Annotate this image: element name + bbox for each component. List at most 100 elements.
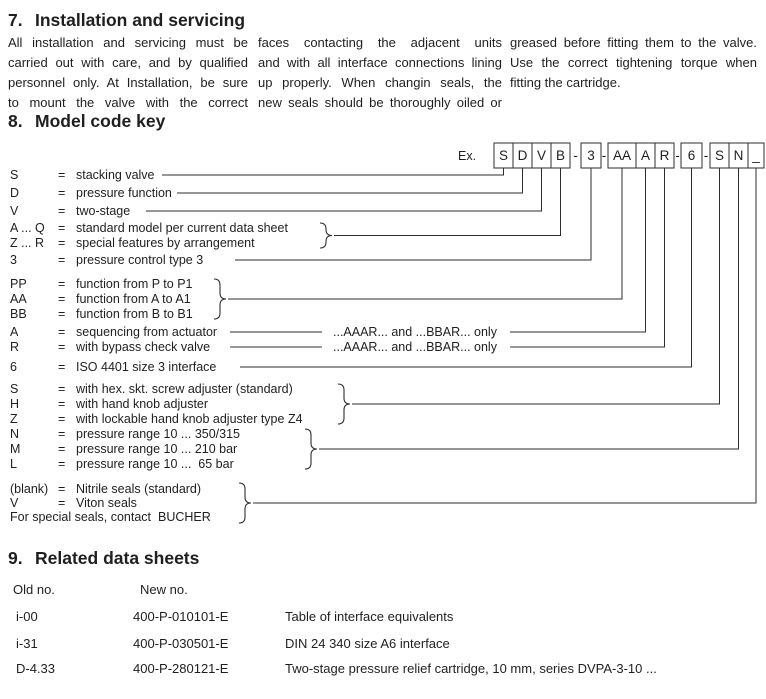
- section9-number: 9.: [8, 548, 23, 568]
- group-brace: [238, 482, 252, 524]
- section9-heading: 9. Related data sheets: [8, 548, 199, 569]
- equals-sign: =: [58, 496, 65, 510]
- connector-line: [510, 168, 665, 348]
- code-value: A: [10, 325, 19, 339]
- code-value: 6: [10, 360, 17, 374]
- code-description: Viton seals: [76, 496, 137, 510]
- equals-sign: =: [58, 186, 65, 200]
- code-value: Z: [10, 412, 18, 426]
- code-value: S: [10, 382, 18, 396]
- equals-sign: =: [58, 236, 65, 250]
- new-number: 400-P-010101-E: [133, 609, 229, 624]
- connector-line: [146, 168, 542, 212]
- section8-title: Model code key: [35, 111, 166, 131]
- new-number: 400-P-030501-E: [133, 636, 229, 651]
- section9-title: Related data sheets: [35, 548, 200, 568]
- section7-column-1: All installation and servicing must be c…: [8, 33, 248, 113]
- code-description: function from P to P1: [76, 277, 193, 291]
- code-description: function from B to B1: [76, 307, 193, 321]
- code-value: S: [10, 168, 18, 182]
- code-value: PP: [10, 277, 27, 291]
- equals-sign: =: [58, 325, 65, 339]
- code-separator: -: [675, 148, 680, 163]
- paragraph-line: and with all interface connections linin…: [258, 55, 502, 70]
- equals-sign: =: [58, 457, 65, 471]
- model-code-example: Ex. S D V B 3 AA A R 6 S N _ -: [458, 142, 765, 169]
- code-value: N: [10, 427, 19, 441]
- paragraph-line: fitting the cartridge.: [510, 75, 621, 90]
- equals-sign: =: [58, 427, 65, 441]
- old-number: D-4.33: [16, 661, 56, 676]
- code-box-letter: AA: [613, 148, 631, 163]
- model-code-connectors: [146, 168, 757, 504]
- equals-sign: =: [58, 253, 65, 267]
- code-description: special features by arrangement: [76, 236, 255, 250]
- paragraph-line: All installation and servicing must be: [8, 35, 248, 50]
- code-box-letter: S: [715, 148, 724, 163]
- equals-sign: =: [58, 360, 65, 374]
- connector-line: [352, 168, 720, 405]
- code-separator: -: [704, 148, 709, 163]
- code-value: 3: [10, 253, 17, 267]
- code-description: with hand knob adjuster: [75, 397, 208, 411]
- code-box-letter: _: [751, 148, 760, 163]
- connector-line: [253, 168, 757, 504]
- group-brace: [213, 278, 227, 320]
- equals-sign: =: [58, 292, 65, 306]
- code-value: D: [10, 186, 19, 200]
- section7-column-2: faces contacting the adjacent units and …: [258, 33, 502, 113]
- connector-line: [162, 168, 504, 176]
- code-value: Z ... R: [10, 236, 44, 250]
- code-description: Nitrile seals (standard): [76, 482, 201, 496]
- section7-column-3: greased before fitting them to the valve…: [510, 33, 757, 93]
- model-code-diagram: Ex. S D V B 3 AA A R 6 S N _ -: [9, 142, 765, 526]
- connector-line: [334, 168, 561, 236]
- model-code-rows: S = stacking valve D = pressure function…: [9, 167, 500, 526]
- paragraph-line: up properly. When changin seals, the: [258, 75, 502, 90]
- code-value: V: [10, 496, 19, 510]
- section7-heading: 7. Installation and servicing: [8, 10, 245, 31]
- code-box-letter: D: [518, 148, 528, 163]
- code-description: two-stage: [76, 204, 130, 218]
- code-box-letter: R: [660, 148, 670, 163]
- old-number: i-00: [16, 609, 38, 624]
- old-number: i-31: [16, 636, 38, 651]
- sheet-description: Table of interface equivalents: [285, 609, 454, 624]
- paragraph-line: to mount the valve with the correct: [8, 95, 248, 110]
- code-description: pressure range 10 ... 65 bar: [76, 457, 234, 471]
- equals-sign: =: [58, 168, 65, 182]
- code-value: AA: [10, 292, 27, 306]
- seals-contact-note: For special seals, contact BUCHER: [10, 510, 211, 524]
- code-description: with hex. skt. screw adjuster (standard): [75, 382, 293, 396]
- code-description: stacking valve: [76, 168, 155, 182]
- section7-title: Installation and servicing: [35, 10, 246, 30]
- code-description: pressure function: [76, 186, 172, 200]
- column-header-old-no: Old no.: [13, 582, 55, 597]
- code-note: ...AAAR... and ...BBAR... only: [333, 325, 498, 339]
- code-description: standard model per current data sheet: [76, 221, 288, 235]
- sheet-description: Two-stage pressure relief cartridge, 10 …: [285, 661, 657, 676]
- code-description: pressure range 10 ... 210 bar: [76, 442, 237, 456]
- equals-sign: =: [58, 412, 65, 426]
- code-description: with lockable hand knob adjuster type Z4: [75, 412, 303, 426]
- section8-heading: 8. Model code key: [8, 111, 165, 132]
- code-description: pressure range 10 ... 350/315: [76, 427, 240, 441]
- group-brace: [319, 222, 333, 249]
- equals-sign: =: [58, 277, 65, 291]
- code-value: V: [10, 204, 19, 218]
- equals-sign: =: [58, 482, 65, 496]
- code-box-letter: V: [537, 148, 546, 163]
- code-separator: -: [573, 148, 578, 163]
- code-description: function from A to A1: [76, 292, 191, 306]
- code-box-letter: B: [556, 148, 565, 163]
- connector-line: [228, 168, 623, 300]
- new-number: 400-P-280121-E: [133, 661, 229, 676]
- code-value: (blank): [10, 482, 48, 496]
- code-value: L: [10, 457, 17, 471]
- equals-sign: =: [58, 221, 65, 235]
- example-label: Ex.: [458, 149, 476, 163]
- equals-sign: =: [58, 204, 65, 218]
- code-box-letter: 3: [587, 148, 595, 163]
- connector-line: [240, 168, 692, 368]
- connector-line: [177, 168, 523, 194]
